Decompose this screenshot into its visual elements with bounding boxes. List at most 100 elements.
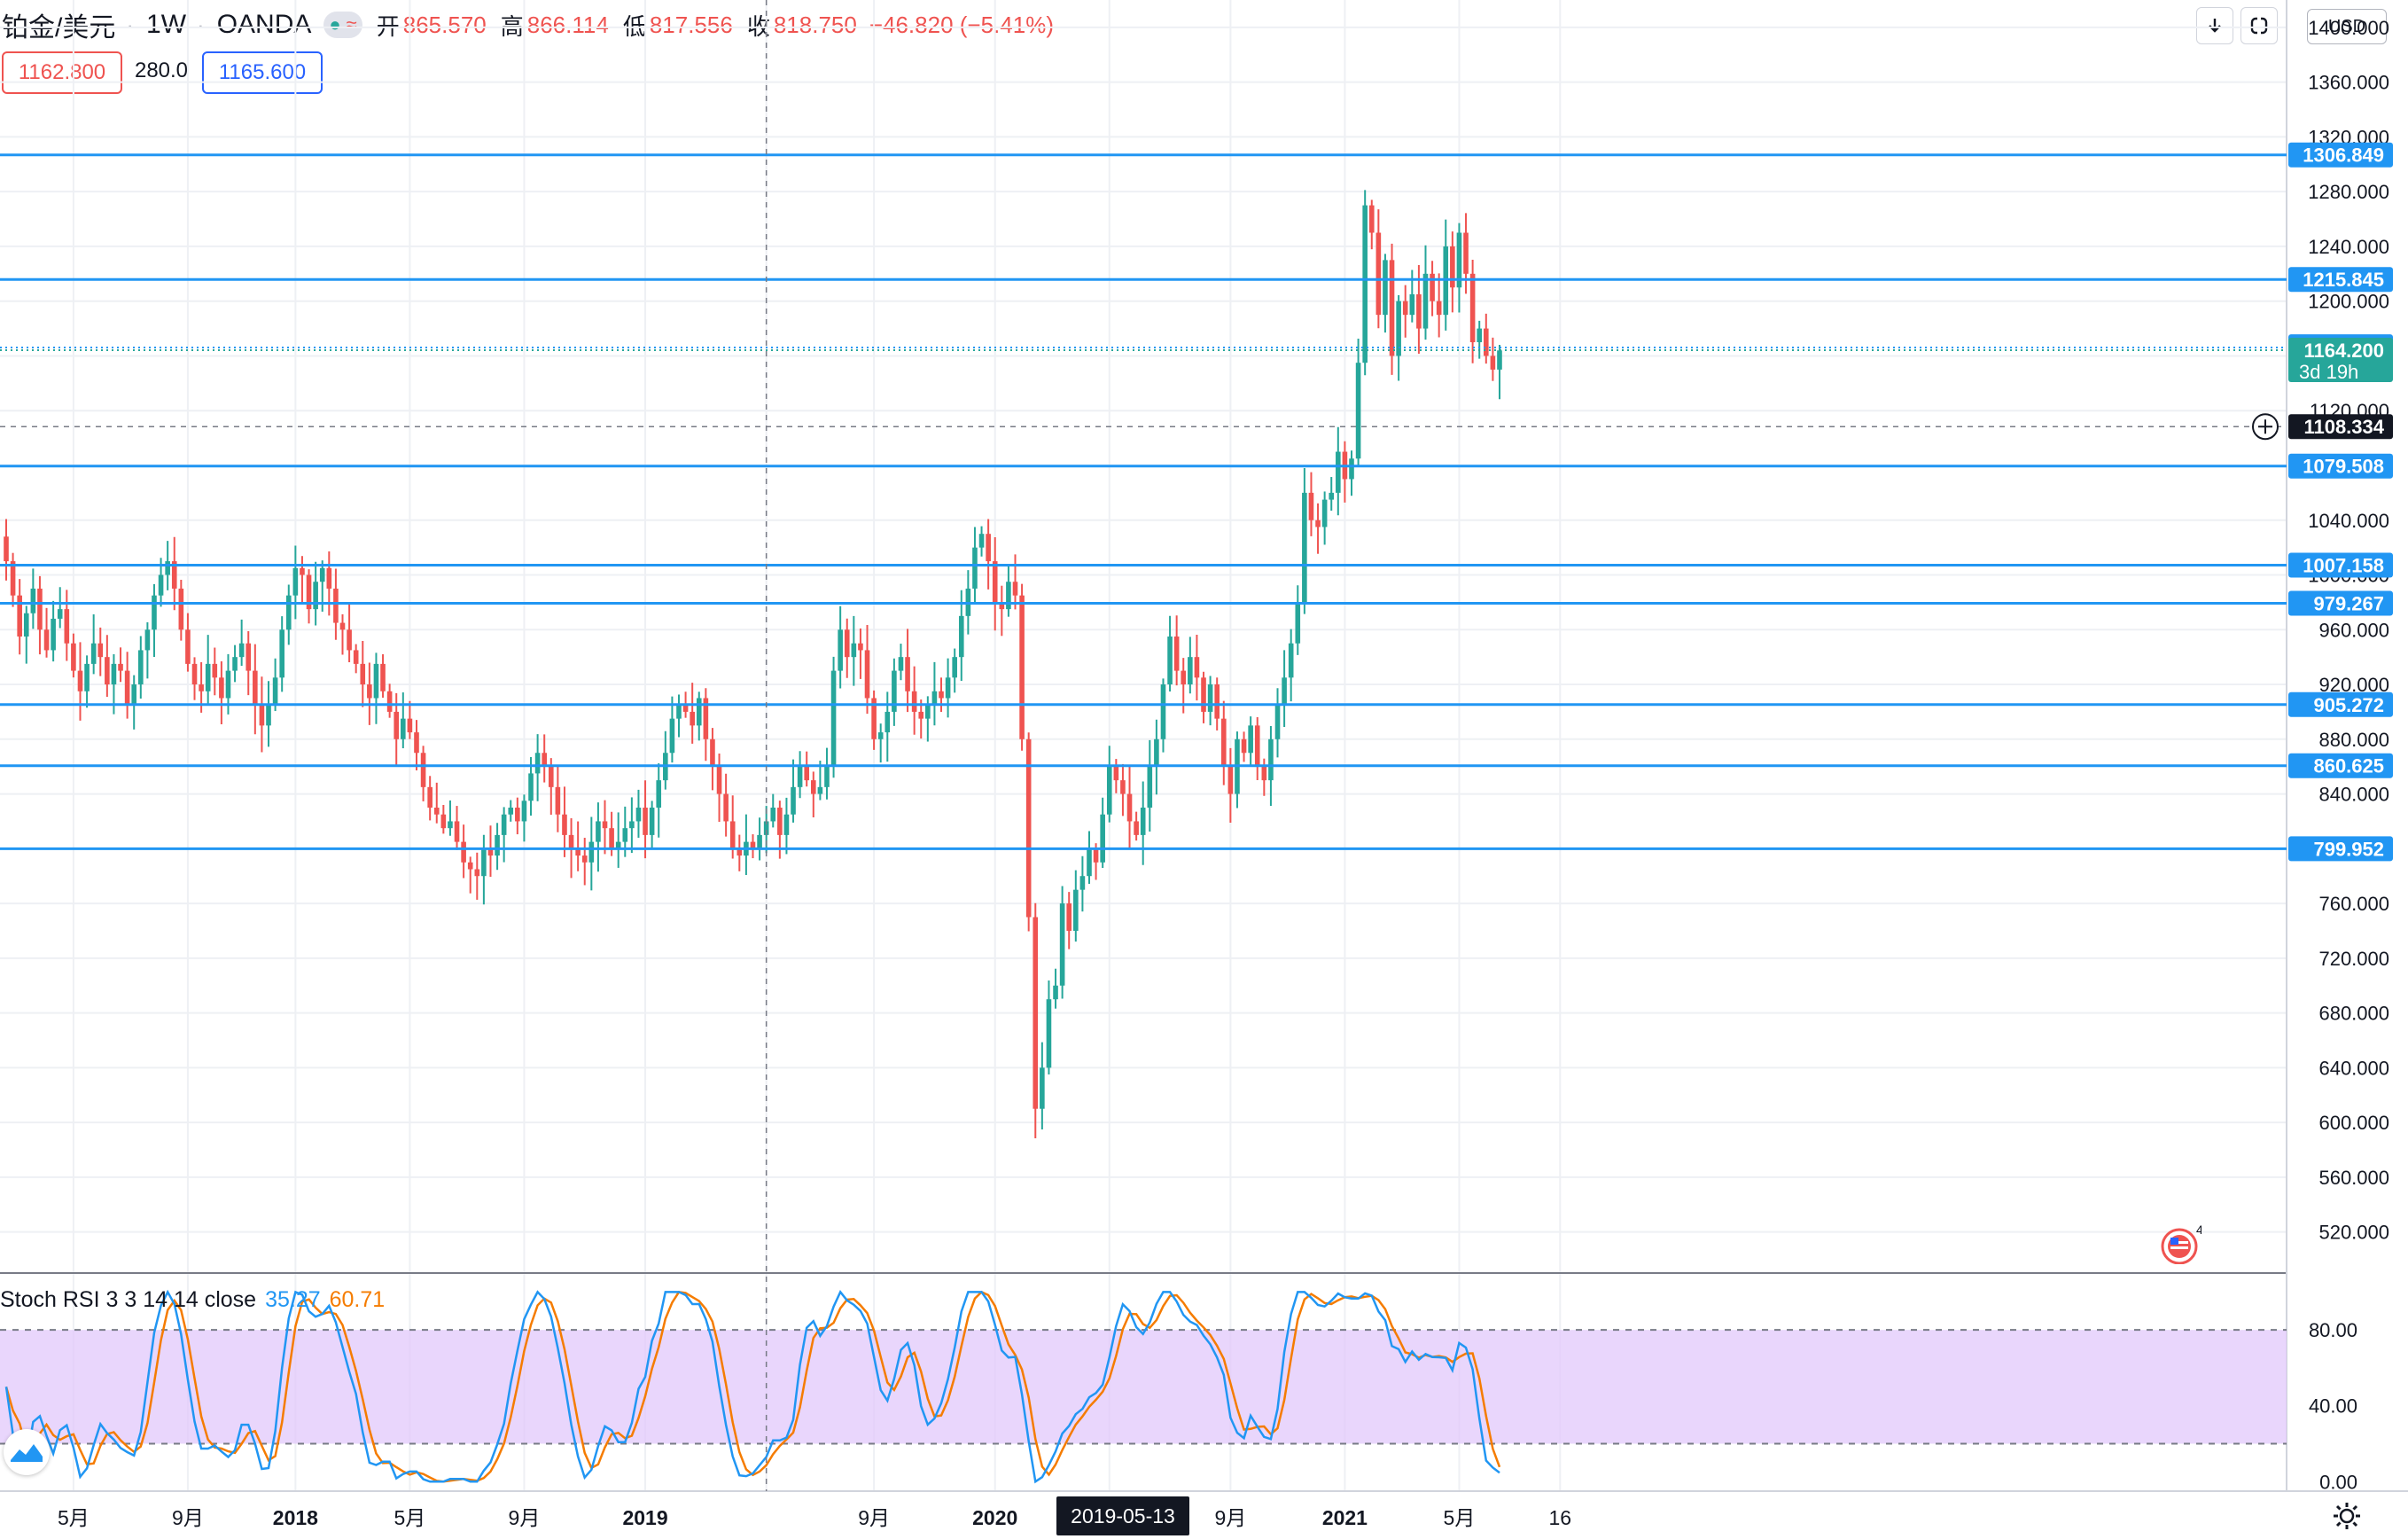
time-tick-label: 16 bbox=[1548, 1506, 1571, 1529]
candle-body bbox=[57, 609, 63, 619]
candle-body bbox=[23, 613, 29, 637]
stoch-d-value: 60.71 bbox=[329, 1287, 386, 1312]
candle-body bbox=[380, 663, 386, 691]
indicator-legend[interactable]: Stoch RSI 3 3 14 14 close 35.27 60.71 bbox=[0, 1287, 385, 1313]
candle-body bbox=[676, 705, 682, 719]
candle-body bbox=[84, 663, 90, 691]
candle-body bbox=[999, 602, 1005, 610]
candle-body bbox=[1053, 985, 1058, 1000]
fullscreen-icon[interactable] bbox=[2240, 7, 2278, 44]
stoch-band bbox=[0, 1329, 2287, 1445]
gear-icon[interactable] bbox=[2329, 1498, 2365, 1534]
stoch-tick-label: 40.00 bbox=[2309, 1395, 2357, 1418]
candle-body bbox=[958, 615, 964, 658]
candle-body bbox=[1490, 355, 1496, 370]
candle-body bbox=[1329, 492, 1335, 500]
candle-body bbox=[542, 753, 547, 767]
candle-body bbox=[1006, 582, 1011, 610]
currency-button[interactable]: USD bbox=[2307, 9, 2387, 44]
candle-body bbox=[245, 643, 252, 671]
stoch-rsi-lines bbox=[4, 1289, 1501, 1484]
candle-body bbox=[1241, 738, 1247, 754]
candle-body bbox=[43, 629, 50, 651]
candle-body bbox=[138, 650, 144, 685]
time-tick-label: 9月 bbox=[509, 1506, 541, 1529]
candle-body bbox=[763, 821, 769, 835]
market-status-tag[interactable]: ● ≈ bbox=[323, 12, 362, 38]
tradingview-logo-icon[interactable] bbox=[4, 1429, 50, 1475]
level-label: 1007.158 bbox=[2303, 554, 2384, 576]
candle-body bbox=[931, 691, 938, 706]
interval-label[interactable]: 1W bbox=[146, 10, 187, 39]
candle-body bbox=[1033, 917, 1039, 1109]
candle-body bbox=[165, 561, 170, 575]
candle-body bbox=[1140, 808, 1146, 835]
candle-body bbox=[1422, 273, 1429, 329]
candle-body bbox=[448, 821, 453, 829]
candle-body bbox=[64, 609, 70, 644]
arrow-down-icon[interactable] bbox=[2196, 7, 2233, 44]
candle-body bbox=[37, 588, 43, 630]
level-label: 979.267 bbox=[2313, 593, 2384, 615]
candle-body bbox=[191, 663, 198, 685]
level-label-bg bbox=[2288, 552, 2393, 578]
candle-body bbox=[144, 629, 151, 651]
candle-body bbox=[1160, 684, 1166, 739]
candle-body bbox=[111, 663, 117, 685]
candle-body bbox=[1295, 602, 1301, 644]
candle-body bbox=[1019, 595, 1025, 739]
candle-body bbox=[1497, 350, 1502, 370]
candle-body bbox=[97, 643, 104, 658]
sell-price-button[interactable]: 1162.800 bbox=[2, 51, 122, 94]
candle-body bbox=[1436, 301, 1442, 316]
candle-body bbox=[427, 786, 433, 809]
candle-body bbox=[30, 588, 36, 613]
candle-body bbox=[306, 574, 312, 610]
candle-body bbox=[1113, 766, 1119, 781]
candle-body bbox=[952, 657, 957, 678]
candle-body bbox=[279, 629, 284, 678]
level-label: 1306.849 bbox=[2303, 145, 2384, 167]
circle-icon: ● bbox=[329, 13, 341, 35]
us-flag-event-icon[interactable]: 4 bbox=[2161, 1223, 2203, 1265]
price-tick-label: 720.000 bbox=[2318, 948, 2389, 970]
candle-body bbox=[797, 766, 803, 787]
candle-body bbox=[602, 821, 608, 829]
candle-body bbox=[333, 588, 339, 623]
candle-body bbox=[1167, 637, 1173, 685]
candle-body bbox=[1416, 293, 1422, 329]
candle-body bbox=[783, 814, 790, 835]
candle-body bbox=[401, 718, 406, 739]
candle-body bbox=[898, 657, 904, 671]
candle-body bbox=[851, 643, 857, 658]
candle-body bbox=[1059, 903, 1065, 986]
candle-body bbox=[292, 567, 299, 596]
crosshair-price-label: 1108.334 bbox=[2303, 416, 2384, 438]
stoch-band-fill bbox=[0, 1330, 2287, 1444]
buy-price-button[interactable]: 1165.600 bbox=[202, 51, 323, 94]
level-label-bg bbox=[2288, 453, 2393, 479]
level-label: 905.272 bbox=[2313, 694, 2384, 716]
candle-body bbox=[811, 780, 816, 794]
time-tick-label: 5月 bbox=[58, 1506, 90, 1529]
candle-body bbox=[844, 629, 850, 658]
candle-body bbox=[508, 808, 514, 815]
candle-body bbox=[300, 567, 305, 575]
candle-body bbox=[703, 698, 709, 739]
last-price-label: 1164.200 bbox=[2303, 340, 2384, 362]
candle-body bbox=[1274, 705, 1281, 739]
price-axis: 520.000 560.000 600.000 640.000 680.000 720.0… bbox=[2288, 17, 2393, 1493]
candle-body bbox=[178, 588, 184, 630]
plus-icon-cross bbox=[2258, 419, 2272, 434]
candle-body bbox=[1194, 657, 1200, 678]
candle-body bbox=[1402, 301, 1408, 316]
candle-body bbox=[905, 657, 910, 691]
level-label-bg bbox=[2288, 836, 2393, 862]
candle-body bbox=[1012, 582, 1018, 596]
wave-icon: ≈ bbox=[346, 13, 357, 35]
level-label-bg bbox=[2288, 142, 2393, 168]
candle-body bbox=[433, 808, 440, 815]
candle-body bbox=[1368, 205, 1375, 233]
candles bbox=[4, 190, 1502, 1139]
